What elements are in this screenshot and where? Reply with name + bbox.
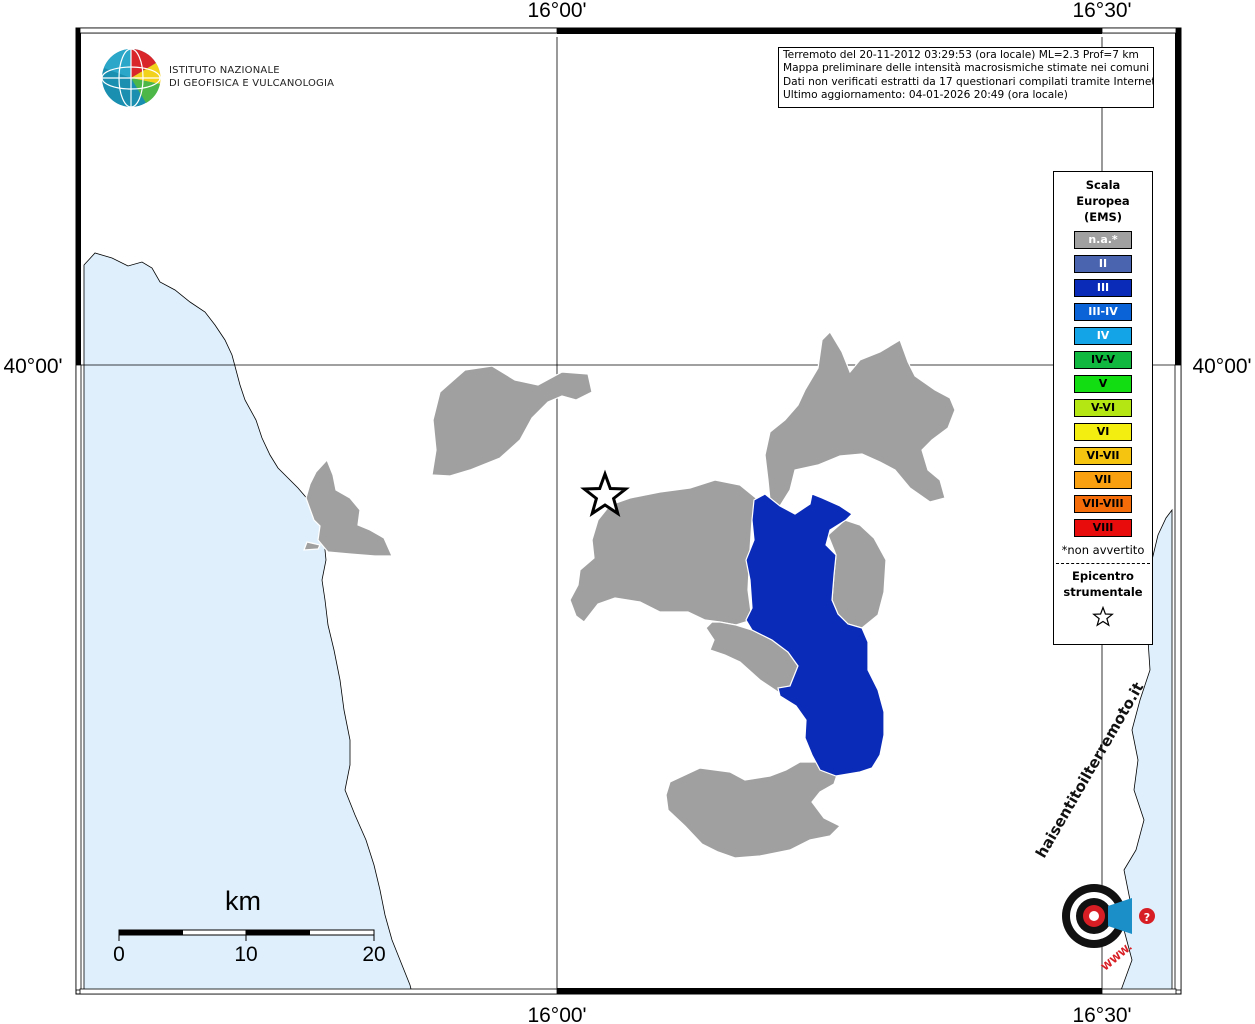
hst-target-icon: ? bbox=[1062, 884, 1155, 948]
map-frame bbox=[75, 27, 1182, 995]
legend-swatch: IV bbox=[1074, 327, 1132, 345]
legend-epicenter-label: Epicentro strumentale bbox=[1054, 568, 1152, 600]
ingv-logo-text: ISTITUTO NAZIONALE DI GEOFISICA E VULCAN… bbox=[169, 64, 334, 90]
lon-label-top-left: 16°00' bbox=[527, 0, 586, 22]
svg-text:?: ? bbox=[1144, 911, 1150, 924]
info-line: Mappa preliminare delle intensità macros… bbox=[783, 62, 1150, 75]
municipality-na bbox=[431, 365, 593, 477]
municipality-na bbox=[665, 761, 842, 859]
scale-bar bbox=[118, 929, 375, 941]
legend-swatch: III bbox=[1074, 279, 1132, 297]
legend-swatch: VIII bbox=[1074, 519, 1132, 537]
ingv-line-1: ISTITUTO NAZIONALE bbox=[169, 65, 280, 76]
scale-unit-label: km bbox=[225, 886, 261, 916]
info-line: Ultimo aggiornamento: 04-01-2026 20:49 (… bbox=[783, 89, 1068, 102]
info-line: Dati non verificati estratti da 17 quest… bbox=[783, 75, 1154, 88]
lon-label-bottom-right: 16°30' bbox=[1072, 1004, 1131, 1024]
legend-swatch: VI bbox=[1074, 423, 1132, 441]
ems-legend: Scala Europea (EMS) n.a.* II III III-IV … bbox=[1053, 171, 1153, 645]
legend-swatch: III-IV bbox=[1074, 303, 1132, 321]
legend-epicenter-line: Epicentro bbox=[1072, 569, 1134, 583]
epicenter-star bbox=[580, 469, 630, 517]
legend-swatch: IV-V bbox=[1074, 351, 1132, 369]
scale-tick-label: 0 bbox=[113, 943, 125, 966]
municipality-na bbox=[303, 541, 321, 551]
sea-west bbox=[83, 252, 413, 994]
legend-divider bbox=[1056, 563, 1150, 564]
lat-label-left: 40°00' bbox=[3, 355, 62, 378]
legend-swatch: VII-VIII bbox=[1074, 495, 1132, 513]
lat-label-right: 40°00' bbox=[1192, 355, 1251, 378]
legend-epicenter-line: strumentale bbox=[1063, 585, 1143, 599]
scale-tick-label: 10 bbox=[234, 943, 258, 966]
legend-title-line: Europea bbox=[1076, 194, 1130, 208]
legend-swatch: V-VI bbox=[1074, 399, 1132, 417]
municipality-na bbox=[764, 331, 956, 507]
legend-items: n.a.* II III III-IV IV IV-V V V-VI VI VI… bbox=[1054, 231, 1152, 537]
scale-tick-label: 20 bbox=[362, 943, 386, 966]
municipality-na bbox=[305, 458, 393, 557]
legend-swatch: II bbox=[1074, 255, 1132, 273]
municipality-ems-iii bbox=[745, 493, 885, 777]
legend-title-line: Scala bbox=[1085, 178, 1121, 192]
lon-label-top-right: 16°30' bbox=[1072, 0, 1131, 22]
municipalities-na bbox=[303, 331, 956, 859]
legend-swatch: n.a.* bbox=[1074, 231, 1132, 249]
legend-star-icon bbox=[1054, 605, 1152, 632]
lon-label-bottom-left: 16°00' bbox=[527, 1004, 586, 1024]
event-info-box: Terremoto del 20-11-2012 03:29:53 (ora l… bbox=[778, 47, 1154, 108]
legend-swatch: VII bbox=[1074, 471, 1132, 489]
legend-note: *non avvertito bbox=[1061, 543, 1145, 557]
legend-swatch: VI-VII bbox=[1074, 447, 1132, 465]
ingv-line-2: DI GEOFISICA E VULCANOLOGIA bbox=[169, 78, 335, 89]
info-line: Terremoto del 20-11-2012 03:29:53 (ora l… bbox=[783, 49, 1139, 61]
legend-swatch: V bbox=[1074, 375, 1132, 393]
ingv-globe-icon bbox=[101, 48, 161, 108]
legend-title-line: (EMS) bbox=[1083, 210, 1123, 224]
municipality-na bbox=[569, 479, 757, 626]
legend-title: Scala Europea (EMS) bbox=[1054, 172, 1152, 225]
